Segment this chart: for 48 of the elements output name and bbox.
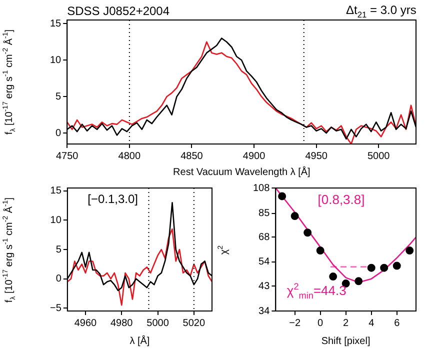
y-tick-label: 108: [252, 182, 270, 194]
x-tick-label: 4750: [56, 150, 79, 162]
point: [367, 264, 376, 272]
y-tick-label: 5: [56, 244, 62, 256]
annotation: χ$^{2}$$_{min}$=44.3: [286, 282, 346, 301]
x-tick-label: 4: [368, 318, 375, 329]
point: [354, 277, 363, 286]
text: Δt$_{21}$ = 3.0 yrs: [346, 3, 416, 20]
x-tick-label: 5000: [146, 318, 170, 329]
x-tick-label: 5000: [367, 150, 390, 162]
x-axis-title: Shift [pixel]: [321, 336, 370, 347]
y-tick-label: 34: [258, 306, 270, 317]
point: [316, 246, 324, 255]
x-tick-label: 2: [343, 318, 350, 329]
chart-title: SDSS J0852+2004: [67, 4, 170, 18]
x-tick-label: 0: [318, 318, 324, 329]
annotation: [−0.1,3.0]: [88, 192, 138, 206]
x-axis-title: Rest Vacuum Wavelength λ [Å]: [173, 167, 310, 178]
y-tick-label: 5: [56, 91, 62, 102]
x-tick-label: 6: [394, 318, 400, 329]
x-tick-label: 4980: [110, 318, 134, 329]
annotation: [0.8,3.8]: [318, 192, 365, 207]
x-tick-label: 4850: [180, 150, 204, 162]
y-tick-label: 0: [56, 274, 62, 285]
x-tick-label: 4950: [305, 150, 328, 162]
y-tick-label: 15: [50, 18, 62, 30]
x-tick-label: 4960: [74, 318, 98, 329]
point: [380, 264, 388, 272]
point: [392, 262, 401, 270]
x-tick-label: 4900: [242, 150, 266, 162]
point: [304, 228, 312, 237]
point: [406, 246, 414, 255]
point: [329, 272, 338, 281]
x-tick-label: 5020: [182, 318, 206, 329]
y-tick-label: −5: [50, 302, 62, 314]
x-axis-title: λ [Å]: [130, 336, 150, 347]
x-tick-label: −2: [289, 318, 301, 329]
y-tick-label: 0: [56, 128, 62, 139]
y-tick-label: 85: [258, 208, 270, 220]
x-tick-label: 4800: [118, 150, 141, 162]
y-tick-label: 10: [50, 214, 62, 226]
y-tick-label: 43: [258, 280, 270, 292]
y-tick-label: 68: [258, 232, 270, 243]
y-tick-label: 15: [50, 186, 62, 197]
point: [290, 212, 299, 220]
y-tick-label: 10: [50, 54, 62, 66]
y-tick-label: 54: [258, 256, 270, 268]
point: [278, 192, 286, 200]
